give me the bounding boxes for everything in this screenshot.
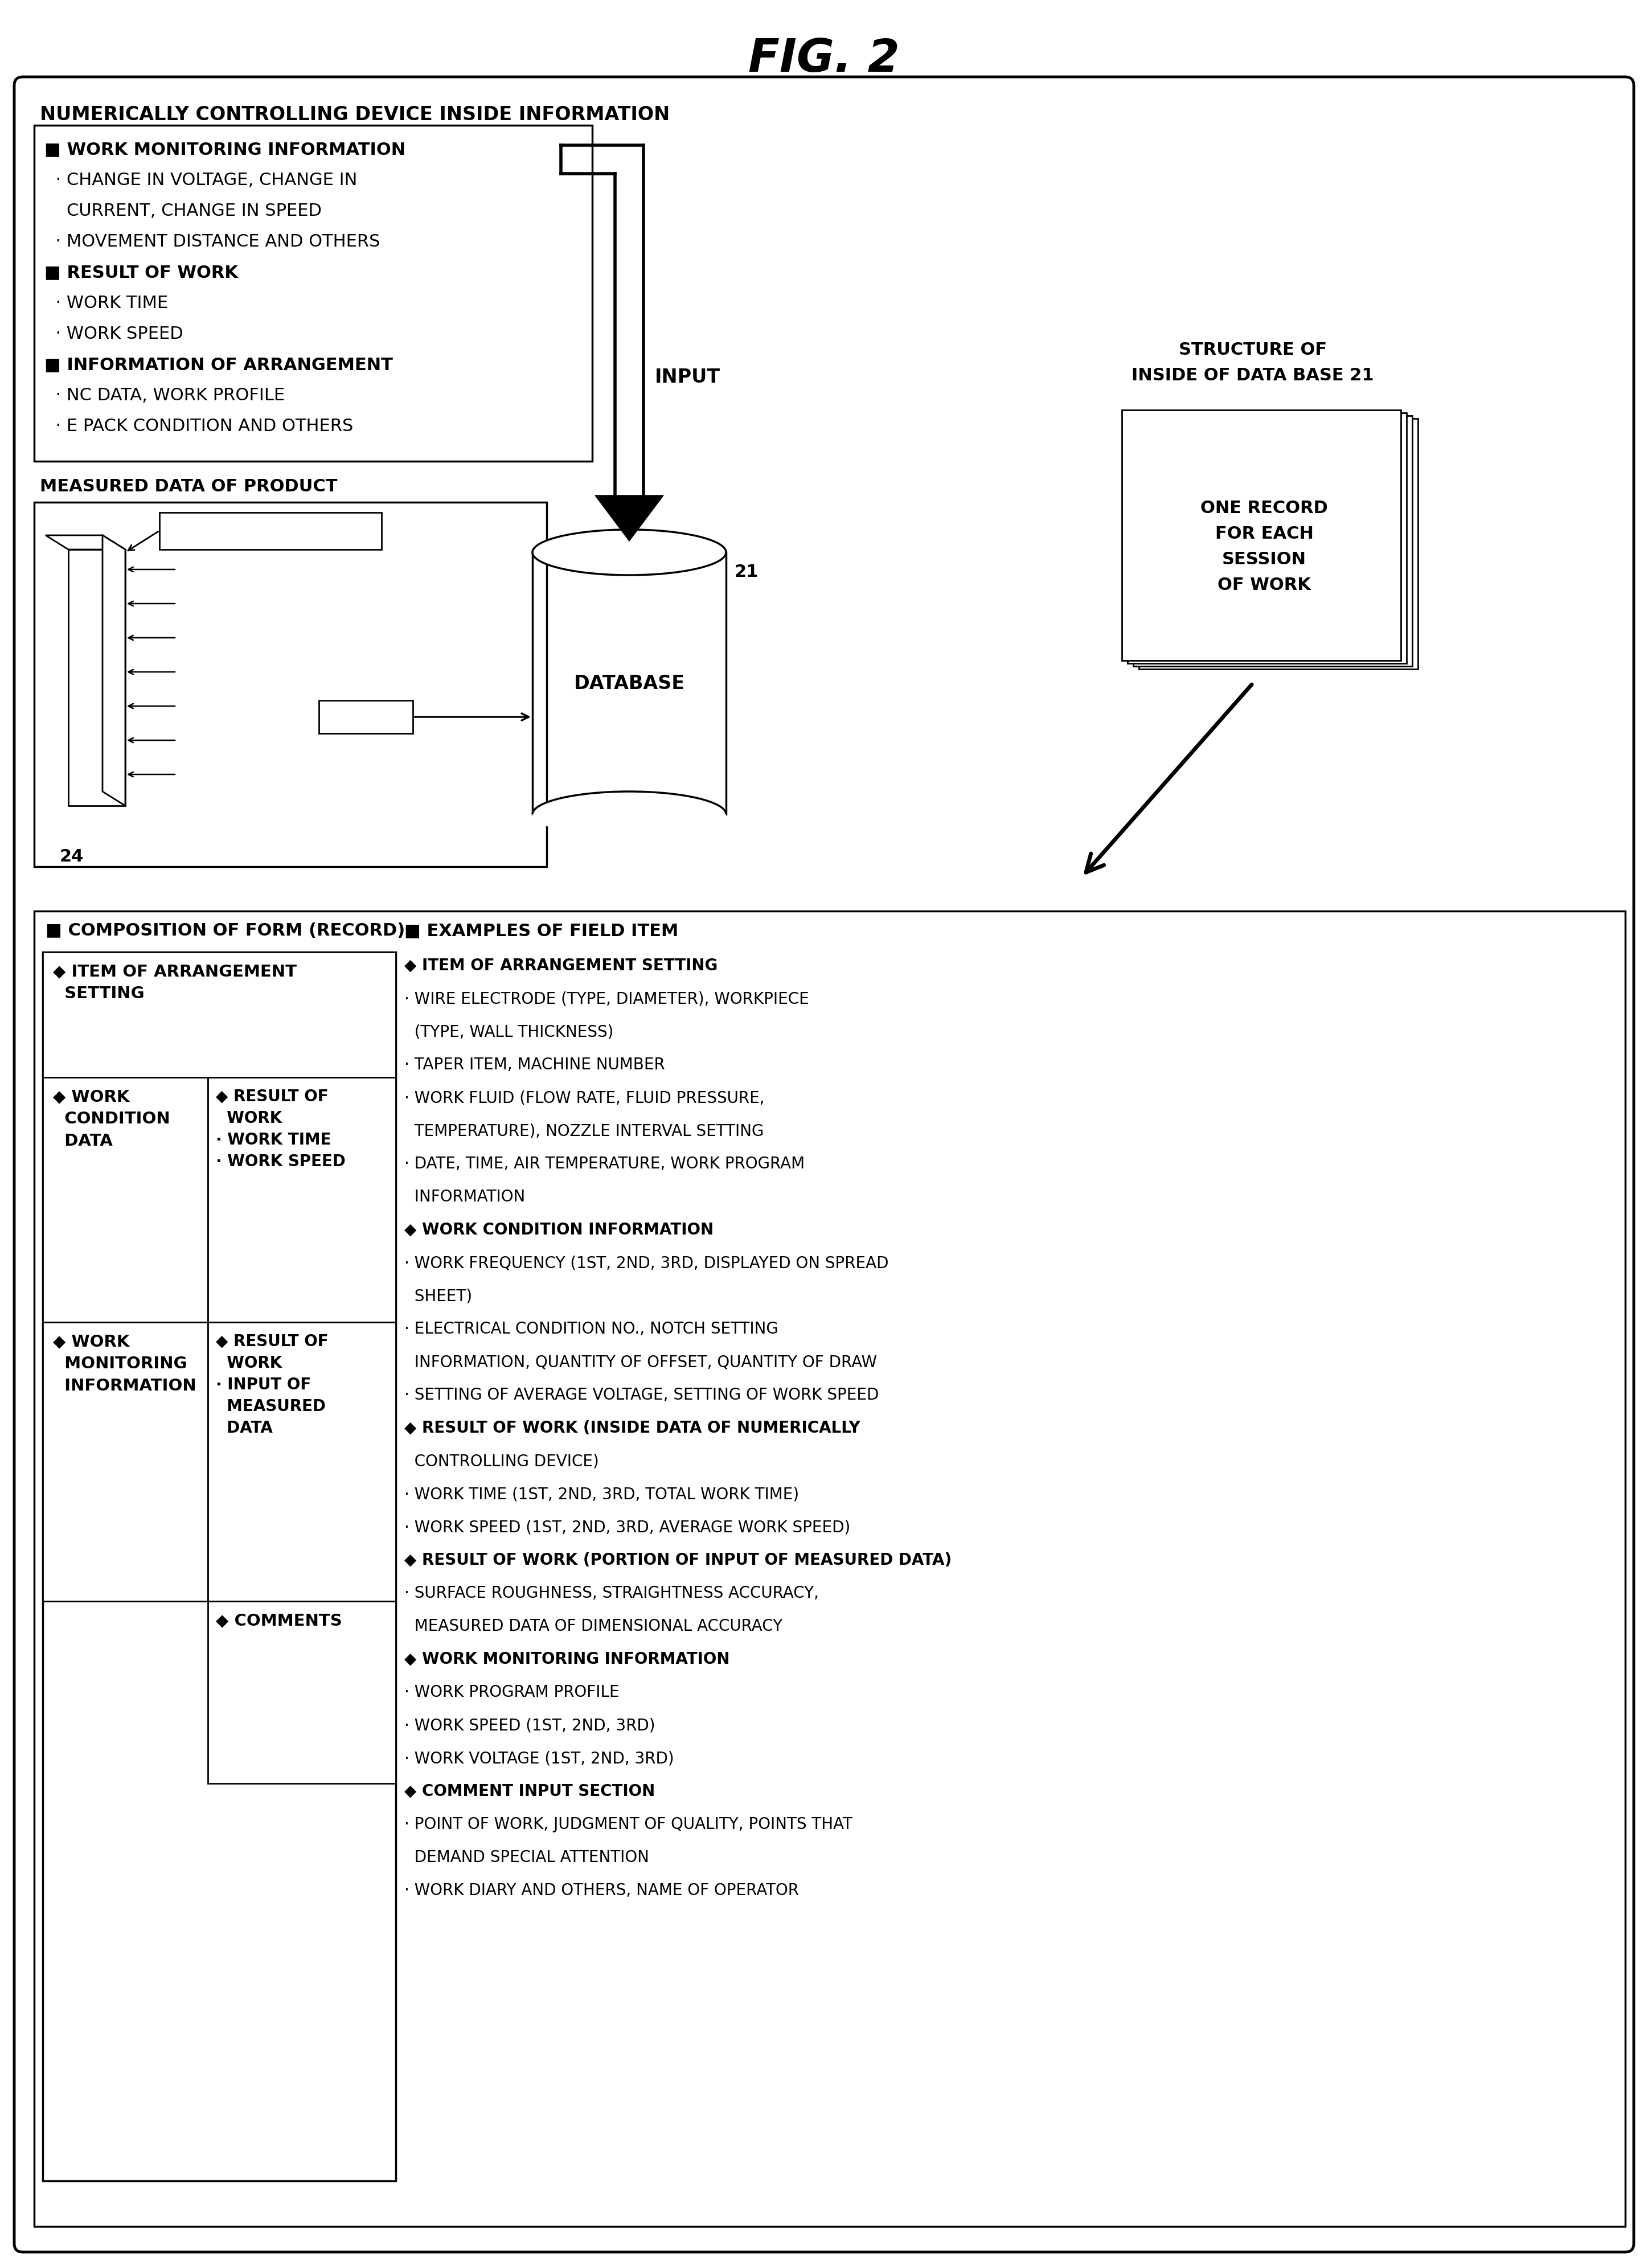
- Text: · NC DATA, WORK PROFILE: · NC DATA, WORK PROFILE: [44, 388, 285, 404]
- Text: ◆ WORK
  CONDITION
  DATA: ◆ WORK CONDITION DATA: [53, 1089, 170, 1150]
- FancyBboxPatch shape: [15, 77, 1633, 2252]
- Text: · POINT OF WORK, JUDGMENT OF QUALITY, POINTS THAT: · POINT OF WORK, JUDGMENT OF QUALITY, PO…: [404, 1817, 852, 1833]
- Bar: [43, 1077, 208, 1322]
- Text: FIG. 2: FIG. 2: [748, 36, 900, 82]
- Polygon shape: [595, 494, 664, 542]
- Polygon shape: [102, 535, 125, 805]
- Ellipse shape: [532, 528, 727, 576]
- Bar: [43, 953, 396, 2182]
- Bar: [68, 549, 125, 805]
- Text: INSIDE OF DATA BASE 21: INSIDE OF DATA BASE 21: [1132, 367, 1374, 383]
- Text: ONE RECORD
FOR EACH
SESSION
OF WORK: ONE RECORD FOR EACH SESSION OF WORK: [1200, 499, 1328, 594]
- Polygon shape: [46, 535, 125, 549]
- Text: ◆ WORK MONITORING INFORMATION: ◆ WORK MONITORING INFORMATION: [404, 1651, 730, 1667]
- Text: ■ COMPOSITION OF FORM (RECORD): ■ COMPOSITION OF FORM (RECORD): [46, 923, 405, 939]
- Text: INPUT: INPUT: [338, 710, 392, 726]
- Text: ◆ RESULT OF WORK (PORTION OF INPUT OF MEASURED DATA): ◆ RESULT OF WORK (PORTION OF INPUT OF ME…: [404, 1551, 951, 1567]
- Text: COMMENTS, ETC.: COMMENTS, ETC.: [194, 522, 348, 540]
- Text: NUMERICALLY CONTROLLING DEVICE INSIDE INFORMATION: NUMERICALLY CONTROLLING DEVICE INSIDE IN…: [40, 104, 669, 125]
- Text: · WORK SPEED: · WORK SPEED: [44, 327, 183, 342]
- Bar: [35, 125, 592, 460]
- Text: 21: 21: [735, 565, 758, 581]
- Text: DATABASE: DATABASE: [574, 674, 686, 692]
- Text: ◆ RESULT OF
  WORK
· INPUT OF
  MEASURED
  DATA: ◆ RESULT OF WORK · INPUT OF MEASURED DAT…: [216, 1334, 328, 1436]
- Text: · WORK PROGRAM PROFILE: · WORK PROGRAM PROFILE: [404, 1685, 620, 1701]
- Text: DEMAND SPECIAL ATTENTION: DEMAND SPECIAL ATTENTION: [404, 1848, 649, 1864]
- Text: 24: 24: [59, 848, 84, 864]
- Bar: [1139, 420, 1417, 669]
- Text: ■ INFORMATION OF ARRANGEMENT: ■ INFORMATION OF ARRANGEMENT: [44, 356, 392, 372]
- Text: · TAPER ITEM, MACHINE NUMBER: · TAPER ITEM, MACHINE NUMBER: [404, 1057, 666, 1073]
- Text: INFORMATION: INFORMATION: [404, 1188, 526, 1204]
- Bar: [35, 912, 1625, 2227]
- Bar: [1127, 413, 1406, 662]
- Text: INPUT: INPUT: [654, 367, 720, 386]
- Text: ◆ COMMENTS: ◆ COMMENTS: [216, 1613, 343, 1628]
- Text: ◆ RESULT OF WORK (INSIDE DATA OF NUMERICALLY: ◆ RESULT OF WORK (INSIDE DATA OF NUMERIC…: [404, 1420, 860, 1436]
- Bar: [43, 953, 396, 1077]
- Bar: [320, 701, 414, 733]
- Text: · WORK SPEED (1ST, 2ND, 3RD, AVERAGE WORK SPEED): · WORK SPEED (1ST, 2ND, 3RD, AVERAGE WOR…: [404, 1520, 850, 1535]
- Text: ◆ ITEM OF ARRANGEMENT SETTING: ◆ ITEM OF ARRANGEMENT SETTING: [404, 957, 717, 973]
- Text: ◆ COMMENT INPUT SECTION: ◆ COMMENT INPUT SECTION: [404, 1783, 654, 1799]
- Text: CURRENT, CHANGE IN SPEED: CURRENT, CHANGE IN SPEED: [44, 202, 321, 220]
- Bar: [208, 1601, 396, 1783]
- Bar: [208, 1322, 396, 1601]
- Text: · WORK TIME: · WORK TIME: [44, 295, 168, 311]
- Text: MEASURED DATA OF PRODUCT: MEASURED DATA OF PRODUCT: [40, 479, 338, 494]
- Text: · MOVEMENT DISTANCE AND OTHERS: · MOVEMENT DISTANCE AND OTHERS: [44, 234, 381, 249]
- Text: · SETTING OF AVERAGE VOLTAGE, SETTING OF WORK SPEED: · SETTING OF AVERAGE VOLTAGE, SETTING OF…: [404, 1388, 878, 1404]
- Text: ◆ RESULT OF
  WORK
· WORK TIME
· WORK SPEED: ◆ RESULT OF WORK · WORK TIME · WORK SPEE…: [216, 1089, 346, 1170]
- Text: · ELECTRICAL CONDITION NO., NOTCH SETTING: · ELECTRICAL CONDITION NO., NOTCH SETTIN…: [404, 1320, 778, 1338]
- Bar: [43, 1322, 208, 1601]
- Text: · WORK DIARY AND OTHERS, NAME OF OPERATOR: · WORK DIARY AND OTHERS, NAME OF OPERATO…: [404, 1882, 799, 1898]
- Text: ◆ WORK CONDITION INFORMATION: ◆ WORK CONDITION INFORMATION: [404, 1222, 714, 1238]
- Text: SHEET): SHEET): [404, 1288, 471, 1304]
- Text: STRUCTURE OF: STRUCTURE OF: [1178, 342, 1327, 358]
- Text: · WORK TIME (1ST, 2ND, 3RD, TOTAL WORK TIME): · WORK TIME (1ST, 2ND, 3RD, TOTAL WORK T…: [404, 1486, 799, 1501]
- Text: · WORK VOLTAGE (1ST, 2ND, 3RD): · WORK VOLTAGE (1ST, 2ND, 3RD): [404, 1751, 674, 1767]
- Text: ■ WORK MONITORING INFORMATION: ■ WORK MONITORING INFORMATION: [44, 141, 405, 159]
- Bar: [1134, 415, 1412, 667]
- Text: · WORK FREQUENCY (1ST, 2ND, 3RD, DISPLAYED ON SPREAD: · WORK FREQUENCY (1ST, 2ND, 3RD, DISPLAY…: [404, 1254, 888, 1270]
- Bar: [160, 513, 382, 549]
- Text: ◆ WORK
  MONITORING
  INFORMATION: ◆ WORK MONITORING INFORMATION: [53, 1334, 196, 1395]
- Bar: [1122, 411, 1401, 660]
- Text: ■ RESULT OF WORK: ■ RESULT OF WORK: [44, 263, 237, 281]
- Text: ◆ ITEM OF ARRANGEMENT
  SETTING: ◆ ITEM OF ARRANGEMENT SETTING: [53, 964, 297, 1002]
- Text: MEASURED DATA OF DIMENSIONAL ACCURACY: MEASURED DATA OF DIMENSIONAL ACCURACY: [404, 1619, 783, 1635]
- Text: · SURFACE ROUGHNESS, STRAIGHTNESS ACCURACY,: · SURFACE ROUGHNESS, STRAIGHTNESS ACCURA…: [404, 1585, 819, 1601]
- Text: · WORK SPEED (1ST, 2ND, 3RD): · WORK SPEED (1ST, 2ND, 3RD): [404, 1717, 656, 1733]
- Text: ■ EXAMPLES OF FIELD ITEM: ■ EXAMPLES OF FIELD ITEM: [404, 923, 679, 939]
- Text: · CHANGE IN VOLTAGE, CHANGE IN: · CHANGE IN VOLTAGE, CHANGE IN: [44, 172, 358, 188]
- Text: INFORMATION, QUANTITY OF OFFSET, QUANTITY OF DRAW: INFORMATION, QUANTITY OF OFFSET, QUANTIT…: [404, 1354, 877, 1370]
- Text: · DATE, TIME, AIR TEMPERATURE, WORK PROGRAM: · DATE, TIME, AIR TEMPERATURE, WORK PROG…: [404, 1157, 804, 1173]
- Text: TEMPERATURE), NOZZLE INTERVAL SETTING: TEMPERATURE), NOZZLE INTERVAL SETTING: [404, 1123, 765, 1139]
- Text: · WIRE ELECTRODE (TYPE, DIAMETER), WORKPIECE: · WIRE ELECTRODE (TYPE, DIAMETER), WORKP…: [404, 991, 809, 1007]
- Text: · WORK FLUID (FLOW RATE, FLUID PRESSURE,: · WORK FLUID (FLOW RATE, FLUID PRESSURE,: [404, 1091, 765, 1107]
- Bar: [35, 501, 547, 866]
- Text: CONTROLLING DEVICE): CONTROLLING DEVICE): [404, 1454, 598, 1470]
- Text: · E PACK CONDITION AND OTHERS: · E PACK CONDITION AND OTHERS: [44, 417, 353, 435]
- Ellipse shape: [532, 792, 727, 837]
- Bar: [208, 1077, 396, 1322]
- Text: (TYPE, WALL THICKNESS): (TYPE, WALL THICKNESS): [404, 1023, 613, 1039]
